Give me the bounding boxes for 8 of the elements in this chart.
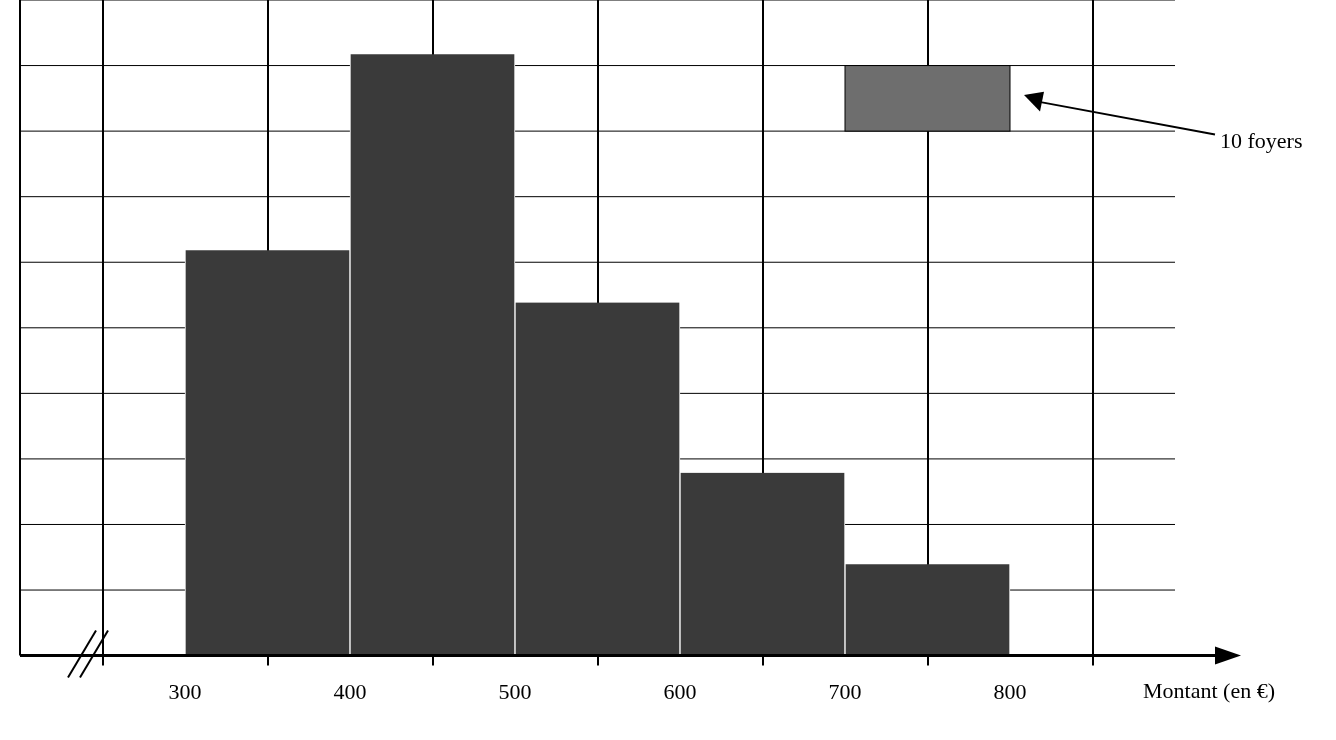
x-tick-label: 600 [663, 678, 697, 704]
x-tick-label: 800 [993, 678, 1027, 704]
text: 10 foyers [1220, 127, 1303, 154]
x-axis-title: Montant (en €) [1143, 678, 1275, 704]
x-tick-label: 700 [828, 678, 862, 704]
x-tick-label: 500 [498, 678, 532, 704]
x-tick-label: 400 [333, 678, 367, 704]
x-tick-label: 300 [168, 678, 202, 704]
